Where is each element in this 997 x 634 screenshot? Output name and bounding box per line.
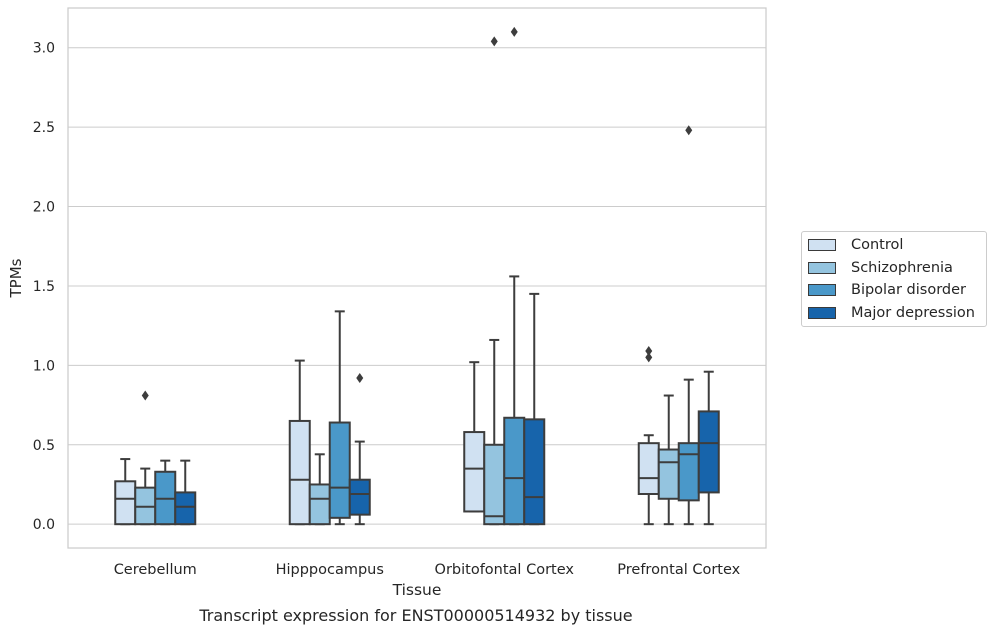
outlier-point	[645, 352, 653, 363]
plot-frame	[67, 7, 767, 549]
box-group	[677, 125, 700, 526]
outlier-point	[685, 125, 693, 136]
x-tick-labels: Cerebellum Hipppocampus Orbitofontal Corte…	[114, 562, 741, 578]
box	[657, 448, 680, 500]
box	[174, 491, 197, 526]
box-group	[637, 346, 660, 526]
outlier-point	[490, 36, 498, 47]
x-tick-label: Prefrontal Cortex	[617, 562, 740, 578]
grid-lines	[68, 47, 766, 525]
box-group	[328, 310, 351, 526]
legend-item-bipolar: Bipolar disorder	[808, 281, 966, 299]
box-group	[174, 459, 197, 526]
y-tick-label: 1.5	[33, 279, 55, 295]
box	[637, 442, 660, 496]
outlier-point	[510, 26, 518, 37]
box	[463, 431, 486, 513]
y-tick-label: 2.5	[33, 120, 55, 136]
legend-item-schizophrenia: Schizophrenia	[808, 259, 953, 277]
box-group	[523, 292, 546, 526]
legend-swatch-control	[808, 239, 836, 251]
box-group	[154, 459, 177, 526]
y-tick-label: 0.5	[33, 438, 55, 454]
x-axis-label: Tissue	[392, 581, 442, 599]
legend-label-control: Control	[851, 237, 904, 253]
box-group	[503, 26, 526, 526]
box-group	[483, 36, 506, 526]
box-group	[288, 359, 311, 526]
box	[523, 418, 546, 526]
box	[348, 478, 371, 516]
box-group	[348, 373, 371, 526]
box-group	[697, 370, 720, 526]
outlier-point	[645, 346, 653, 357]
box-group	[114, 458, 137, 526]
outlier-point	[356, 373, 364, 384]
box	[677, 442, 700, 502]
box	[328, 421, 351, 519]
box	[483, 443, 506, 526]
y-tick-label: 0.0	[33, 517, 55, 533]
y-tick-label: 2.0	[33, 200, 55, 216]
legend-swatch-schizophrenia	[808, 262, 836, 274]
box	[288, 419, 311, 526]
box	[308, 483, 331, 526]
x-tick-label: Hipppocampus	[276, 562, 384, 578]
figure-caption: Transcript expression for ENST0000051493…	[199, 606, 633, 625]
legend: Control Schizophrenia Bipolar disorder M…	[801, 231, 987, 327]
legend-item-control: Control	[808, 236, 903, 254]
legend-label-schizophrenia: Schizophrenia	[851, 260, 953, 276]
box-group	[308, 453, 331, 526]
y-tick-label: 1.0	[33, 358, 55, 374]
legend-swatch-major-depression	[808, 307, 836, 319]
x-tick-label: Orbitofontal Cortex	[435, 562, 575, 578]
outlier-point	[141, 390, 149, 401]
box	[697, 410, 720, 494]
legend-swatch-bipolar	[808, 284, 836, 296]
box-group	[657, 394, 680, 526]
box	[503, 416, 526, 526]
y-tick-label: 3.0	[33, 41, 55, 57]
y-axis-label: TPMs	[7, 258, 25, 298]
box-group	[463, 361, 486, 513]
box-group	[134, 390, 157, 526]
legend-item-major-depression: Major depression	[808, 304, 975, 322]
y-tick-labels: 0.0 0.5 1.0 1.5 2.0 2.5 3.0	[33, 41, 55, 533]
legend-label-major-depression: Major depression	[851, 305, 975, 321]
x-tick-label: Cerebellum	[114, 562, 197, 578]
legend-label-bipolar: Bipolar disorder	[851, 282, 966, 298]
boxes-layer	[114, 26, 720, 526]
box	[114, 480, 137, 526]
